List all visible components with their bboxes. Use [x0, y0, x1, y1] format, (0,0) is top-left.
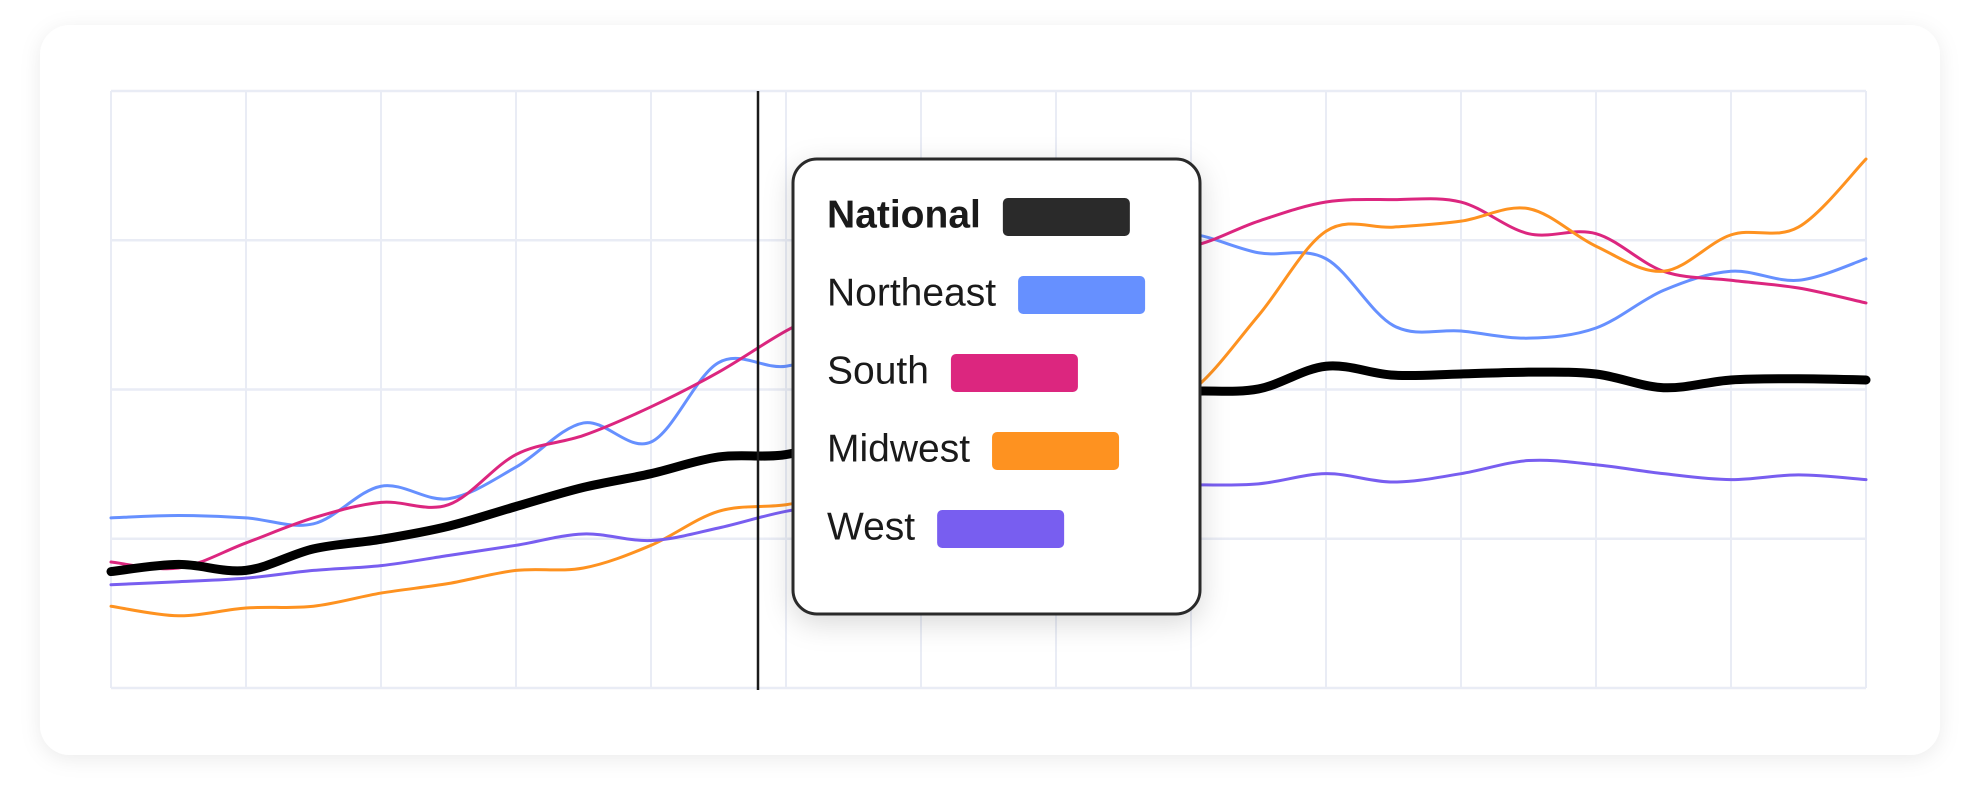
tooltip: National Northeast South Midwest West — [791, 157, 1202, 616]
legend-label: West — [827, 505, 915, 548]
legend-label: South — [827, 349, 929, 392]
legend-swatch — [1018, 276, 1146, 314]
legend-label: Midwest — [827, 427, 970, 470]
legend-swatch — [937, 510, 1065, 548]
legend-swatch — [992, 432, 1120, 470]
legend-label: National — [827, 193, 981, 236]
legend-label: Northeast — [827, 271, 996, 314]
legend-swatch — [1002, 198, 1130, 236]
legend-swatch — [950, 354, 1078, 392]
